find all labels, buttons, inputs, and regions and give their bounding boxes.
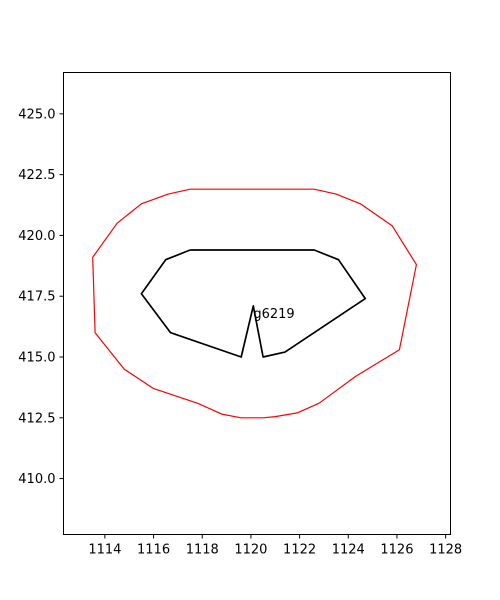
outer-boundary-line	[92, 188, 417, 419]
plot-layer	[92, 188, 417, 419]
x-tick-label: 1124	[332, 543, 365, 558]
x-tick-label: 1128	[429, 543, 462, 558]
x-tick-label: 1118	[186, 543, 219, 558]
y-tick-label: 410.0	[18, 472, 55, 487]
y-axis: 410.0 412.5 415.0 417.5 420.0 422.5 425.0	[18, 107, 64, 487]
x-tick-label: 1122	[283, 543, 316, 558]
annotations: g6219	[253, 307, 294, 322]
x-tick-label: 1126	[380, 543, 413, 558]
x-tick-label: 1116	[137, 543, 170, 558]
y-tick-label: 425.0	[18, 107, 55, 122]
inner-polygon-line	[140, 249, 367, 358]
axes-frame	[63, 72, 451, 535]
y-tick-label: 415.0	[18, 350, 55, 365]
y-tick-label: 417.5	[18, 290, 55, 305]
x-tick-label: 1114	[88, 543, 121, 558]
polygon-label: g6219	[253, 307, 294, 322]
y-tick-label: 422.5	[18, 168, 55, 183]
x-tick-label: 1120	[234, 543, 267, 558]
y-tick-label: 420.0	[18, 229, 55, 244]
y-tick-label: 412.5	[18, 411, 55, 426]
x-axis: 1114 1116 1118 1120 1122 1124 1126 1128	[88, 534, 462, 558]
